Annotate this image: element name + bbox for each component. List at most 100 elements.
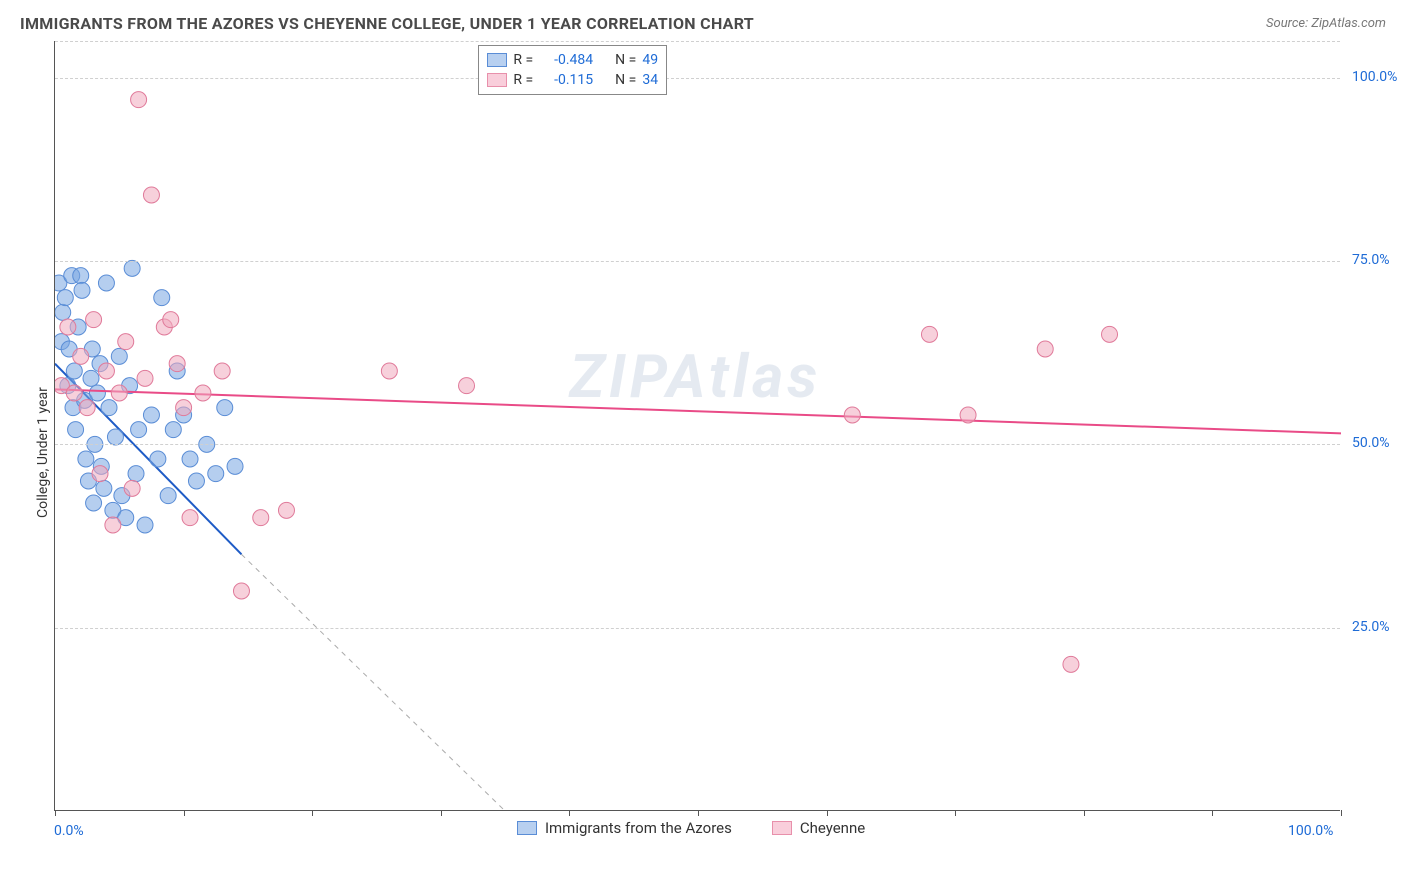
point-azores (66, 363, 82, 379)
point-azores (111, 348, 127, 364)
x-tick (312, 810, 313, 816)
point-azores (57, 290, 73, 306)
point-azores (160, 488, 176, 504)
point-cheyenne (66, 385, 82, 401)
point-cheyenne (195, 385, 211, 401)
point-azores (154, 290, 170, 306)
point-azores (55, 304, 71, 320)
point-azores (143, 407, 159, 423)
point-cheyenne (143, 187, 159, 203)
chart-title: IMMIGRANTS FROM THE AZORES VS CHEYENNE C… (20, 14, 754, 33)
point-cheyenne (98, 363, 114, 379)
point-azores (83, 370, 99, 386)
point-cheyenne (844, 407, 860, 423)
point-cheyenne (163, 312, 179, 328)
gridline (55, 261, 1340, 262)
point-azores (131, 422, 147, 438)
point-azores (89, 385, 105, 401)
point-azores (124, 260, 140, 276)
gridline (55, 41, 1340, 42)
point-azores (227, 458, 243, 474)
x-tick (184, 810, 185, 816)
point-azores (68, 422, 84, 438)
legend-r-label: R = (513, 72, 533, 88)
chart-source: Source: ZipAtlas.com (1266, 16, 1386, 31)
point-cheyenne (79, 400, 95, 416)
point-azores (182, 451, 198, 467)
point-cheyenne (169, 356, 185, 372)
gridline (55, 78, 1340, 79)
y-axis-title: College, Under 1 year (35, 388, 51, 519)
point-cheyenne (92, 466, 108, 482)
legend-n-value: 34 (642, 72, 658, 88)
x-tick (1341, 810, 1342, 816)
point-azores (96, 480, 112, 496)
point-azores (217, 400, 233, 416)
point-cheyenne (233, 583, 249, 599)
x-tick-label: 100.0% (1288, 823, 1333, 839)
point-azores (98, 275, 114, 291)
legend-swatch (517, 821, 537, 835)
point-azores (73, 268, 89, 284)
legend-r-value: -0.484 (539, 52, 593, 68)
point-cheyenne (182, 510, 198, 526)
point-cheyenne (1037, 341, 1053, 357)
y-tick-label: 50.0% (1352, 435, 1390, 451)
point-cheyenne (921, 326, 937, 342)
point-cheyenne (176, 400, 192, 416)
point-cheyenne (105, 517, 121, 533)
point-cheyenne (1063, 656, 1079, 672)
point-cheyenne (118, 334, 134, 350)
x-tick (1212, 810, 1213, 816)
point-cheyenne (253, 510, 269, 526)
y-tick-label: 100.0% (1352, 69, 1397, 85)
x-tick (955, 810, 956, 816)
point-cheyenne (278, 502, 294, 518)
x-tick (441, 810, 442, 816)
scatter-svg (55, 41, 1341, 811)
point-azores (86, 495, 102, 511)
trend-line-ext-azores (241, 554, 505, 811)
point-cheyenne (86, 312, 102, 328)
point-azores (150, 451, 166, 467)
point-cheyenne (60, 319, 76, 335)
point-cheyenne (124, 480, 140, 496)
series-legend-label: Cheyenne (800, 819, 865, 837)
point-cheyenne (960, 407, 976, 423)
point-azores (208, 466, 224, 482)
point-azores (137, 517, 153, 533)
x-tick (698, 810, 699, 816)
x-tick (55, 810, 56, 816)
point-azores (74, 282, 90, 298)
x-tick (569, 810, 570, 816)
point-azores (107, 429, 123, 445)
y-tick-label: 75.0% (1352, 252, 1390, 268)
point-cheyenne (131, 92, 147, 108)
gridline (55, 444, 1340, 445)
x-tick-label: 0.0% (54, 823, 84, 839)
series-legend-item: Cheyenne (772, 819, 865, 837)
point-azores (128, 466, 144, 482)
series-legend: Immigrants from the Azores Cheyenne (517, 819, 865, 837)
legend-row: R =-0.484N =49 (487, 50, 658, 70)
correlation-legend: R = -0.484 N = 49 R = -0.115 N = 34 (478, 45, 667, 95)
plot-area: ZIPAtlas (54, 41, 1340, 811)
legend-swatch (772, 821, 792, 835)
gridline (55, 628, 1340, 629)
legend-r-value: -0.115 (539, 72, 593, 88)
point-cheyenne (214, 363, 230, 379)
point-cheyenne (1102, 326, 1118, 342)
legend-row: R = -0.115 N = 34 (487, 70, 658, 90)
x-tick (1084, 810, 1085, 816)
legend-n-value: 49 (642, 52, 658, 68)
point-azores (78, 451, 94, 467)
x-tick (827, 810, 828, 816)
legend-swatch (487, 73, 507, 87)
point-cheyenne (73, 348, 89, 364)
point-azores (188, 473, 204, 489)
point-cheyenne (111, 385, 127, 401)
point-azores (165, 422, 181, 438)
series-legend-label: Immigrants from the Azores (545, 819, 732, 837)
legend-r-label: R = (513, 52, 533, 68)
legend-n-label: N = (615, 72, 636, 88)
